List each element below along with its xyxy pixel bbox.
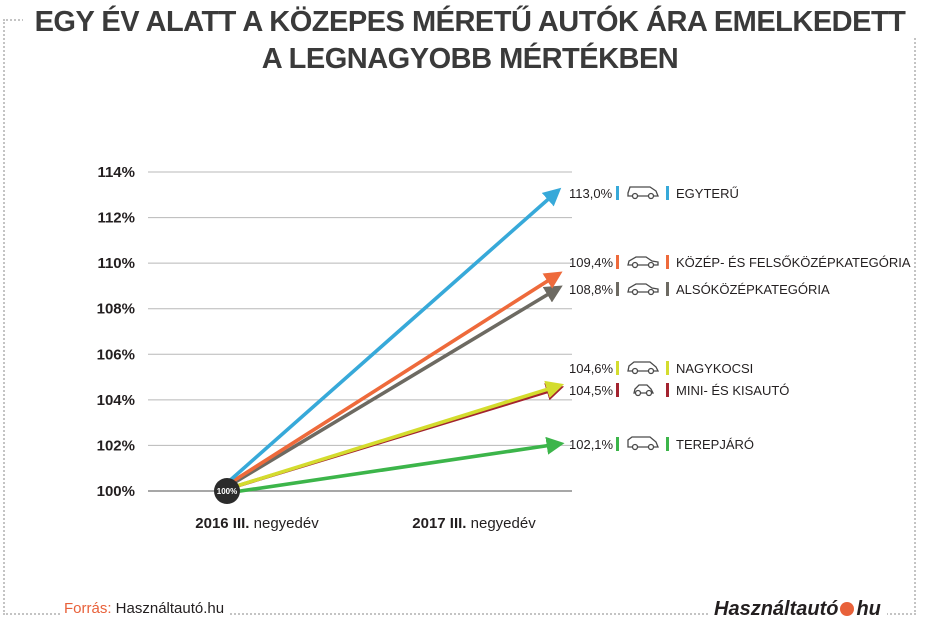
legend-item: 109,4% KÖZÉP- ÉS FELSŐKÖZÉPKATEGÓRIA <box>569 255 911 270</box>
legend-swatch <box>666 437 669 451</box>
y-tick-label: 100% <box>97 483 135 500</box>
legend-item: 108,8% ALSÓKÖZÉPKATEGÓRIA <box>569 282 830 297</box>
y-tick-label: 106% <box>97 346 135 363</box>
origin-marker: 100% <box>214 478 240 504</box>
title-line-1: EGY ÉV ALATT A KÖZEPES MÉRETŰ AUTÓK ÁRA … <box>22 6 918 38</box>
legend-swatch <box>666 186 669 200</box>
sedan-icon <box>627 256 659 269</box>
estate-car-icon <box>627 361 660 375</box>
legend-item: 104,6% NAGYKOCSI <box>569 361 753 376</box>
series-line <box>225 187 562 485</box>
legend-swatch <box>666 383 669 397</box>
legend-item: 113,0% EGYTERŰ <box>569 186 739 201</box>
legend-swatch <box>616 255 619 269</box>
legend-label: KÖZÉP- ÉS FELSŐKÖZÉPKATEGÓRIA <box>676 255 911 270</box>
value-label: 102,1% <box>569 437 614 452</box>
mini-car-icon <box>633 384 655 397</box>
value-label: 104,6% <box>569 361 614 376</box>
legend-swatch <box>616 282 619 296</box>
y-tick-label: 112% <box>97 210 135 227</box>
y-tick-label: 108% <box>97 301 135 318</box>
minivan-icon <box>627 186 659 200</box>
chart-title: EGY ÉV ALATT A KÖZEPES MÉRETŰ AUTÓK ÁRA … <box>0 4 940 78</box>
grid <box>148 171 572 492</box>
y-tick-label: 110% <box>97 255 135 272</box>
suv-icon <box>627 436 659 451</box>
legend-swatch <box>616 437 619 451</box>
series-lines <box>225 187 565 495</box>
y-tick-label: 102% <box>97 437 135 454</box>
legend-label: ALSÓKÖZÉPKATEGÓRIA <box>676 282 830 297</box>
brand-dot-icon <box>840 602 855 616</box>
legend-label: NAGYKOCSI <box>676 361 753 376</box>
x-axis: 2016 III. negyedév 2017 III. negyedév <box>195 515 536 532</box>
legend-swatch <box>666 255 669 269</box>
y-tick-label: 104% <box>97 392 135 409</box>
legend-item: 102,1% TEREPJÁRÓ <box>569 436 754 452</box>
value-label: 108,8% <box>569 282 614 297</box>
x-tick-label: 2017 III. negyedév <box>412 515 536 532</box>
origin-label: 100% <box>217 487 237 496</box>
compact-car-icon <box>627 283 659 296</box>
series-line <box>225 380 565 491</box>
legend-label: TEREPJÁRÓ <box>676 437 754 452</box>
value-label: 113,0% <box>569 186 613 201</box>
source-note: Forrás: Használtautó.hu <box>60 600 229 618</box>
source-label: Forrás: <box>64 600 112 617</box>
legend-item: 104,5% MINI- ÉS KISAUTÓ <box>569 383 789 398</box>
value-label: 104,5% <box>569 383 614 398</box>
series-line <box>225 285 563 489</box>
source-value: Használtautó.hu <box>111 600 225 617</box>
y-tick-label: 114% <box>97 164 135 181</box>
x-tick-label: 2016 III. negyedév <box>195 515 319 532</box>
legend-swatch <box>666 361 669 375</box>
brand-logo: Használtautó hu <box>708 597 887 621</box>
value-label: 109,4% <box>569 255 614 270</box>
legend-label: MINI- ÉS KISAUTÓ <box>676 383 789 398</box>
title-line-2: A LEGNAGYOBB MÉRTÉKBEN <box>249 43 691 75</box>
series-line <box>225 436 565 495</box>
series-line <box>225 271 563 487</box>
legend-label: EGYTERŰ <box>676 186 739 201</box>
origin-dot <box>214 478 240 504</box>
brand-tld: hu <box>856 598 881 620</box>
legend-swatch <box>616 186 619 200</box>
legend-swatch <box>616 383 619 397</box>
brand-name: Használtautó <box>714 598 839 620</box>
y-axis: 100% 102% 104% 106% 108% 110% 112% 114% <box>97 164 135 500</box>
legend: 113,0% EGYTERŰ 109,4% KÖZÉP- ÉS FELSŐKÖZÉPK… <box>569 186 911 452</box>
legend-swatch <box>666 282 669 296</box>
legend-swatch <box>616 361 619 375</box>
